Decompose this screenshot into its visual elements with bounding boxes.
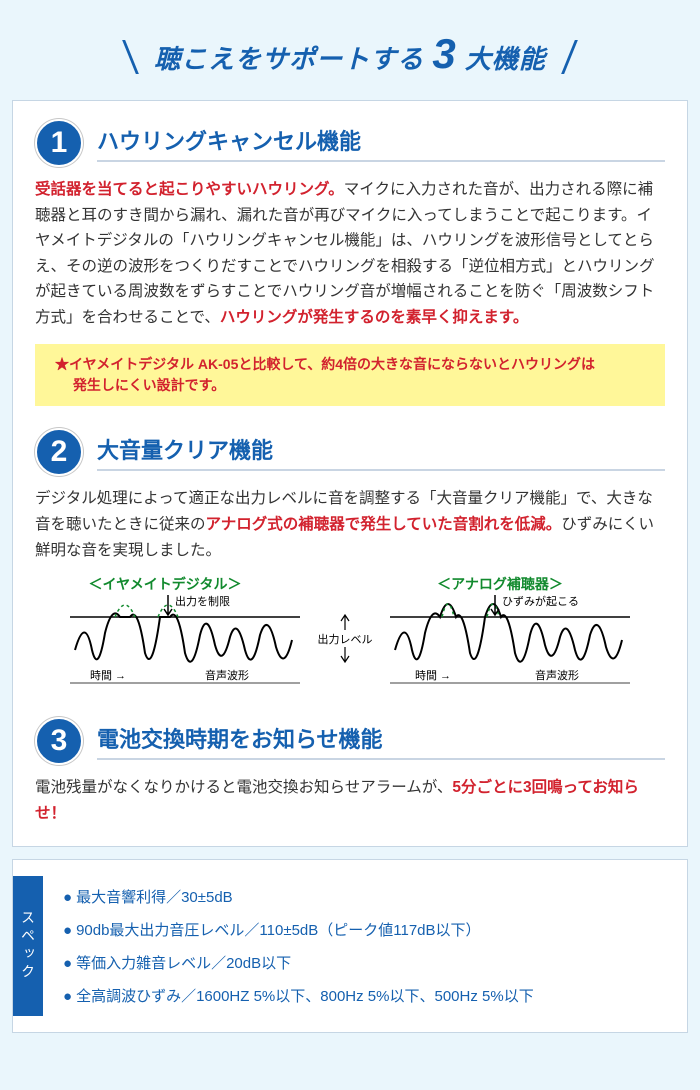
slash-left-icon (122, 40, 139, 74)
feature-2-text-1: アナログ式の補聴器で発生していた音割れを低減。 (206, 516, 562, 533)
diagram-center-label: 出力レベル (318, 632, 373, 646)
feature-1-title: ハウリングキャンセル機能 (97, 124, 665, 162)
feature-3-title: 電池交換時期をお知らせ機能 (97, 722, 665, 760)
diagram-right-label: ひずみが起こる (502, 594, 579, 608)
spec-row: スペック 最大音響利得／30±5dB 90db最大出力音圧レベル／110±5dB… (13, 876, 669, 1016)
diagram-right-caption: ＜アナログ補聴器＞ (437, 576, 563, 592)
feature-1-text-0: 受話器を当てると起こりやすいハウリング。 (35, 181, 344, 198)
spec-list: 最大音響利得／30±5dB 90db最大出力音圧レベル／110±5dB（ピーク値… (43, 876, 534, 1016)
feature-1-note: ★イヤメイトデジタル AK-05と比較して、約4倍の大きな音にならないとハウリン… (35, 344, 665, 406)
feature-3-text-0: 電池残量がなくなりかけると電池交換お知らせアラームが、 (35, 779, 452, 796)
page-root: 聴こえをサポートする 3 大機能 1 ハウリングキャンセル機能 受話器を当てると… (0, 0, 700, 1057)
time-label-right: 時間 → (415, 669, 451, 682)
diagram-left-caption: ＜イヤメイトデジタル＞ (88, 576, 241, 592)
waveform-diagram: ＜イヤメイトデジタル＞ ＜アナログ補聴器＞ 出力を制限 ひ (35, 575, 665, 695)
title-big: 3 (432, 30, 456, 77)
spec-tab: スペック (13, 876, 43, 1016)
main-title: 聴こえをサポートする 3 大機能 (12, 12, 688, 100)
spec-item-3: 全高調波ひずみ／1600HZ 5%以下、800Hz 5%以下、500Hz 5%以… (63, 985, 534, 1006)
feature-3-badge: 3 (35, 717, 83, 765)
feature-2-header: 2 大音量クリア機能 (35, 428, 665, 476)
arrow-down-icon (164, 595, 172, 615)
spec-item-1: 90db最大出力音圧レベル／110±5dB（ピーク値117dB以下） (63, 919, 534, 940)
title-post: 大機能 (465, 44, 546, 74)
feature-2-badge: 2 (35, 428, 83, 476)
time-label-left: 時間 → (90, 669, 126, 682)
spec-item-0: 最大音響利得／30±5dB (63, 886, 534, 907)
wave-right (395, 604, 622, 662)
wave-label-right: 音声波形 (535, 668, 579, 682)
slash-right-icon (561, 40, 578, 74)
feature-1-header: 1 ハウリングキャンセル機能 (35, 119, 665, 167)
feature-1-body: 受話器を当てると起こりやすいハウリング。マイクに入力された音が、出力される際に補… (35, 177, 665, 330)
spec-item-2: 等価入力雑音レベル／20dB以下 (63, 952, 534, 973)
spec-card: スペック 最大音響利得／30±5dB 90db最大出力音圧レベル／110±5dB… (12, 859, 688, 1033)
features-card: 1 ハウリングキャンセル機能 受話器を当てると起こりやすいハウリング。マイクに入… (12, 100, 688, 847)
diagram-left-label: 出力を制限 (175, 594, 230, 608)
feature-1-badge: 1 (35, 119, 83, 167)
feature-3-header: 3 電池交換時期をお知らせ機能 (35, 717, 665, 765)
wave-left (75, 613, 292, 661)
title-pre: 聴こえをサポートする (154, 44, 424, 74)
feature-1-text-1: マイクに入力された音が、出力される際に補聴器と耳のすき間から漏れ、漏れた音が再び… (35, 181, 655, 326)
feature-1-text-2: ハウリングが発生するのを素早く抑えます。 (220, 309, 528, 326)
feature-3-body: 電池残量がなくなりかけると電池交換お知らせアラームが、5分ごとに3回鳴ってお知ら… (35, 775, 665, 826)
feature-2-body: デジタル処理によって適正な出力レベルに音を調整する「大音量クリア機能」で、大きな… (35, 486, 665, 563)
wave-label-left: 音声波形 (205, 668, 249, 682)
feature-2-title: 大音量クリア機能 (97, 433, 665, 471)
